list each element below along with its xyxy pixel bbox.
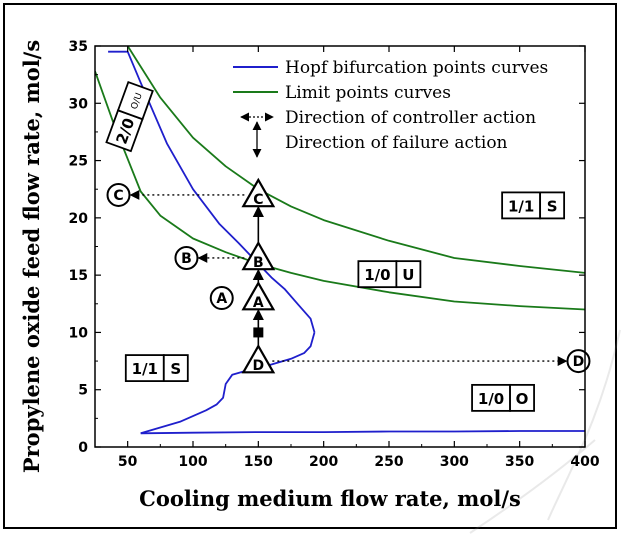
region-label: 1/1 S — [501, 191, 566, 220]
circle-point-C — [106, 182, 131, 207]
region-label-sub: S — [547, 197, 558, 215]
series-line-limit-3 — [126, 46, 585, 274]
region-label-sub: S — [170, 360, 181, 378]
y-tick-label: 5 — [78, 383, 88, 399]
figure-frame — [3, 3, 617, 529]
region-box — [509, 383, 535, 412]
region-label: 1/0 O — [471, 383, 535, 412]
failure-marker — [253, 327, 264, 338]
x-tick-label: 350 — [505, 454, 534, 470]
series-line-hopf-1 — [140, 332, 316, 435]
triangle-point-label: B — [253, 255, 264, 271]
y-tick-label: 15 — [69, 268, 88, 284]
region-label-main: 1/0 — [478, 390, 504, 408]
region-box — [357, 260, 398, 289]
legend-entry-label: Direction of controller action — [285, 108, 536, 128]
y-tick-label: 30 — [69, 96, 89, 112]
region-box — [162, 354, 189, 382]
region-box — [501, 191, 542, 220]
x-tick-label: 150 — [244, 454, 273, 470]
region-box — [116, 80, 154, 121]
x-axis-label: Cooling medium flow rate, mol/s — [139, 486, 521, 511]
region-label-main: 1/1 — [508, 197, 534, 215]
x-tick-label: 400 — [570, 454, 599, 470]
y-tick-label: 10 — [69, 325, 89, 341]
region-label: 1/1 S — [124, 354, 189, 382]
region-label-sub: O — [516, 390, 529, 408]
y-tick-label: 35 — [69, 39, 88, 55]
y-tick-label: 25 — [69, 154, 88, 170]
y-tick-label: 0 — [78, 440, 88, 456]
circle-point-label: D — [573, 354, 585, 370]
region-label: 1/0 U — [357, 260, 422, 289]
circle-point-A — [209, 286, 234, 311]
y-tick-label: 20 — [69, 211, 89, 227]
legend-background — [229, 54, 579, 162]
circle-point-label: B — [181, 251, 192, 267]
y-axis-label: Propylene oxide feed flow rate, mol/s — [19, 40, 44, 473]
circle-point-B — [174, 245, 199, 270]
region-box — [539, 191, 566, 220]
triangle-point-C — [241, 177, 276, 208]
legend-entry-label: Direction of failure action — [285, 133, 508, 153]
circle-point-D — [566, 349, 591, 374]
legend-entry-label: Hopf bifurcation points curves — [285, 58, 548, 78]
x-tick-label: 200 — [309, 454, 338, 470]
region-label-main: 1/0 — [364, 266, 390, 284]
triangle-point-label: A — [253, 295, 264, 311]
circle-point-label: C — [113, 188, 123, 204]
series-line-hopf-0 — [108, 50, 316, 333]
x-tick-label: 300 — [440, 454, 469, 470]
circle-point-label: A — [216, 291, 227, 307]
triangle-point-label: D — [253, 358, 265, 374]
x-tick-label: 100 — [178, 454, 207, 470]
triangle-point-D — [241, 343, 276, 374]
x-tick-label: 250 — [374, 454, 403, 470]
region-label-main: 1/1 — [132, 360, 158, 378]
region-box — [124, 354, 165, 382]
legend-entry-label: Limit points curves — [285, 83, 451, 103]
region-box — [395, 260, 422, 289]
triangle-point-label: C — [253, 192, 263, 208]
region-label-sub: U — [402, 266, 414, 284]
region-label: 2/0O/U — [105, 80, 154, 153]
triangle-point-B — [241, 240, 276, 271]
series-line-hopf-2 — [140, 430, 585, 435]
triangle-point-A — [241, 280, 276, 311]
x-tick-label: 50 — [118, 454, 138, 470]
